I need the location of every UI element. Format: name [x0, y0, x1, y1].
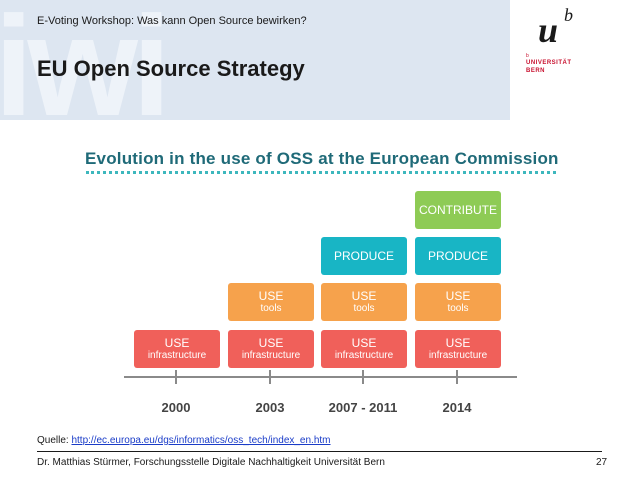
slide-header: iwi E-Voting Workshop: Was kann Open Sou… [0, 0, 510, 120]
logo-mark-b: b [564, 5, 573, 25]
slide-subtitle: E-Voting Workshop: Was kann Open Source … [37, 15, 307, 27]
source-label: Quelle: [37, 435, 72, 446]
stage-box-sublabel: infrastructure [334, 350, 394, 361]
stage-box-label: CONTRIBUTE [419, 202, 497, 217]
stage-box-2014-0: USE infrastructure [415, 330, 501, 368]
source-link[interactable]: http://ec.europa.eu/dgs/informatics/oss_… [71, 435, 331, 446]
timeline-tick [362, 370, 364, 384]
logo-mark-u: u [538, 10, 559, 50]
stage-box-2014-3: CONTRIBUTE [415, 191, 501, 229]
stage-box-2014-1: USE tools [415, 283, 501, 321]
stage-box-sublabel: infrastructure [241, 350, 301, 361]
logo-text-universitaet: UNIVERSITÄT [526, 60, 572, 66]
stage-box-2007-2011-2: PRODUCE [321, 237, 407, 275]
stage-box-label: USE [258, 336, 284, 350]
stage-box-2007-2011-0: USE infrastructure [321, 330, 407, 368]
footer-author: Dr. Matthias Stürmer, Forschungsstelle D… [37, 457, 385, 468]
timeline-tick [269, 370, 271, 384]
timeline-tick [175, 370, 177, 384]
figure-title: Evolution in the use of OSS at the Europ… [85, 149, 559, 168]
page-number: 27 [596, 457, 608, 468]
year-label: 2014 [442, 400, 472, 415]
stage-box-label: PRODUCE [427, 248, 488, 263]
stage-box-label: USE [164, 336, 190, 350]
timeline-axis [124, 376, 517, 378]
slide-title: EU Open Source Strategy [37, 56, 305, 81]
logo-text-bern: BERN [526, 68, 546, 74]
stage-box-label: USE [445, 289, 471, 303]
stage-box-label: USE [445, 336, 471, 350]
stage-box-sublabel: tools [353, 303, 375, 314]
timeline-tick [456, 370, 458, 384]
university-logo: u b b UNIVERSITÄT BERN [526, 6, 626, 86]
year-label: 2007 - 2011 [328, 400, 398, 415]
stage-box-label: USE [258, 289, 284, 303]
logo-small-b: b [526, 53, 529, 59]
stage-box-sublabel: infrastructure [147, 350, 207, 361]
stage-box-sublabel: tools [447, 303, 469, 314]
source-citation: Quelle: http://ec.europa.eu/dgs/informat… [37, 435, 331, 446]
stage-box-sublabel: tools [260, 303, 282, 314]
stage-box-label: PRODUCE [333, 248, 394, 263]
stage-box-2014-2: PRODUCE [415, 237, 501, 275]
dotted-divider [86, 171, 556, 174]
stage-box-label: USE [351, 336, 377, 350]
year-label: 2000 [161, 400, 191, 415]
stage-box-label: USE [351, 289, 377, 303]
stage-box-2003-0: USE infrastructure [228, 330, 314, 368]
footer-divider [37, 451, 602, 452]
stage-box-2000-0: USE infrastructure [134, 330, 220, 368]
stage-box-2007-2011-1: USE tools [321, 283, 407, 321]
iwi-watermark: iwi [0, 0, 171, 120]
stage-box-2003-1: USE tools [228, 283, 314, 321]
stage-box-sublabel: infrastructure [428, 350, 488, 361]
year-label: 2003 [255, 400, 285, 415]
